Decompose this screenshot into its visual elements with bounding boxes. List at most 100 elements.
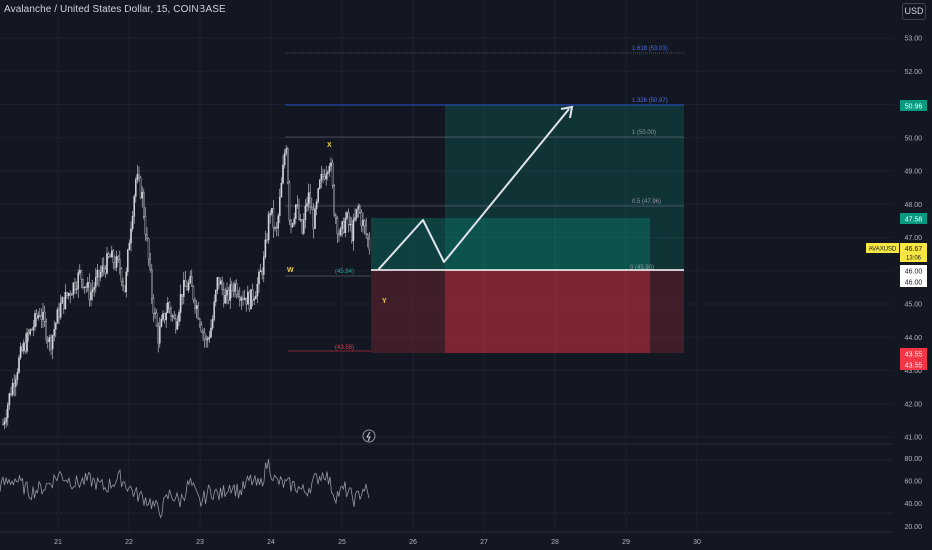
lightning-icon[interactable]	[362, 429, 376, 443]
candle-body	[254, 295, 257, 300]
candle-body	[165, 312, 168, 321]
candle-body	[187, 282, 190, 291]
candle-body	[365, 225, 368, 235]
candle-body	[261, 270, 264, 275]
time-label-2: 23	[196, 539, 204, 546]
candle-body	[131, 216, 134, 230]
candle-body	[245, 297, 248, 305]
candle-body	[235, 283, 238, 295]
candle-body	[202, 331, 204, 334]
candle-body	[328, 165, 331, 173]
wave-label-y: Y	[382, 298, 387, 305]
candle-body	[171, 315, 174, 317]
indicator-tick-0: 80.00	[904, 456, 922, 463]
candle-body	[158, 326, 161, 344]
price-tick-10: 43.00	[904, 368, 922, 375]
candle-body	[27, 332, 30, 335]
candle-body	[298, 204, 300, 220]
candle-body	[88, 282, 91, 300]
candle-body	[293, 218, 296, 224]
candle-body	[322, 173, 324, 177]
candle-body	[312, 209, 315, 229]
candle-body	[118, 259, 121, 269]
candle-body	[122, 281, 124, 287]
candle-body	[251, 289, 254, 301]
candle-body	[279, 196, 281, 216]
candle-body	[354, 217, 356, 221]
candle-body	[367, 234, 369, 240]
candle-body	[256, 283, 259, 297]
candle-body	[227, 289, 230, 301]
candle-body	[31, 329, 33, 331]
candle-body	[115, 256, 118, 268]
candle-body	[78, 270, 81, 273]
candle-body	[130, 228, 132, 244]
price-tick-9: 44.00	[904, 335, 922, 342]
candle-body	[237, 294, 240, 297]
candle-body	[83, 286, 86, 288]
time-label-1: 22	[125, 539, 133, 546]
candle-body	[176, 321, 179, 330]
candle-body	[74, 282, 76, 290]
candle-body	[64, 292, 67, 309]
candle-body	[42, 311, 44, 320]
candle-body	[18, 357, 20, 373]
candle-body	[307, 192, 310, 204]
candle-body	[181, 294, 184, 297]
candle-body	[243, 297, 246, 300]
candle-body	[323, 176, 326, 180]
projection-arrowhead	[560, 105, 574, 119]
chart-title: Avalanche / United States Dollar, 15, CO…	[4, 4, 226, 15]
candle-body	[216, 277, 219, 291]
candle-body	[3, 421, 6, 425]
candle-body	[357, 206, 360, 210]
candle-body	[317, 188, 320, 202]
candle-body	[197, 305, 200, 320]
candle-body	[39, 315, 41, 317]
candle-body	[343, 221, 345, 233]
candle-body	[23, 342, 25, 352]
candle-body	[75, 288, 78, 290]
candle-body	[221, 280, 224, 290]
candle-body	[296, 204, 299, 206]
candle-body	[186, 286, 188, 291]
candle-body	[34, 313, 36, 328]
candle-body	[226, 289, 228, 296]
candle-body	[93, 286, 95, 290]
entry-badge-b	[900, 276, 927, 287]
candle-body	[40, 315, 43, 320]
candle-body	[219, 280, 222, 285]
time-axis[interactable]: 21 22 23 24 25 26 27 28 29 30	[54, 539, 701, 546]
candle-body	[184, 279, 187, 287]
candle-body	[189, 276, 192, 284]
candle-body	[53, 329, 55, 336]
candle-body	[26, 332, 28, 352]
candle-body	[287, 148, 289, 184]
candle-body	[16, 372, 19, 380]
candle-body	[55, 323, 57, 330]
candle-body	[58, 309, 60, 318]
candle-body	[66, 292, 68, 296]
candle-body	[263, 256, 265, 275]
candle-body	[330, 162, 332, 167]
candle-body	[271, 208, 273, 214]
candle-body	[166, 302, 169, 313]
candle-body	[240, 297, 243, 301]
tp-badge-text: 47.58	[905, 217, 923, 224]
candle-body	[214, 290, 217, 302]
indicator-tick-1: 60.00	[904, 479, 922, 486]
countdown-text: 13:06	[906, 256, 922, 262]
candle-body	[253, 298, 256, 301]
candle-body	[210, 327, 212, 338]
candle-body	[283, 153, 286, 166]
price-axis[interactable]: 53.0052.0051.0050.0049.0048.0047.0046.00…	[904, 36, 922, 442]
current-price-badge	[900, 243, 927, 262]
trade-zones	[371, 105, 684, 353]
candle-body	[128, 242, 131, 251]
symbol-badge-text: AVAXUSD	[869, 247, 897, 253]
currency-button[interactable]: USD	[902, 3, 926, 20]
candle-body	[120, 268, 123, 282]
candle-body	[347, 212, 350, 225]
candle-body	[163, 313, 166, 321]
